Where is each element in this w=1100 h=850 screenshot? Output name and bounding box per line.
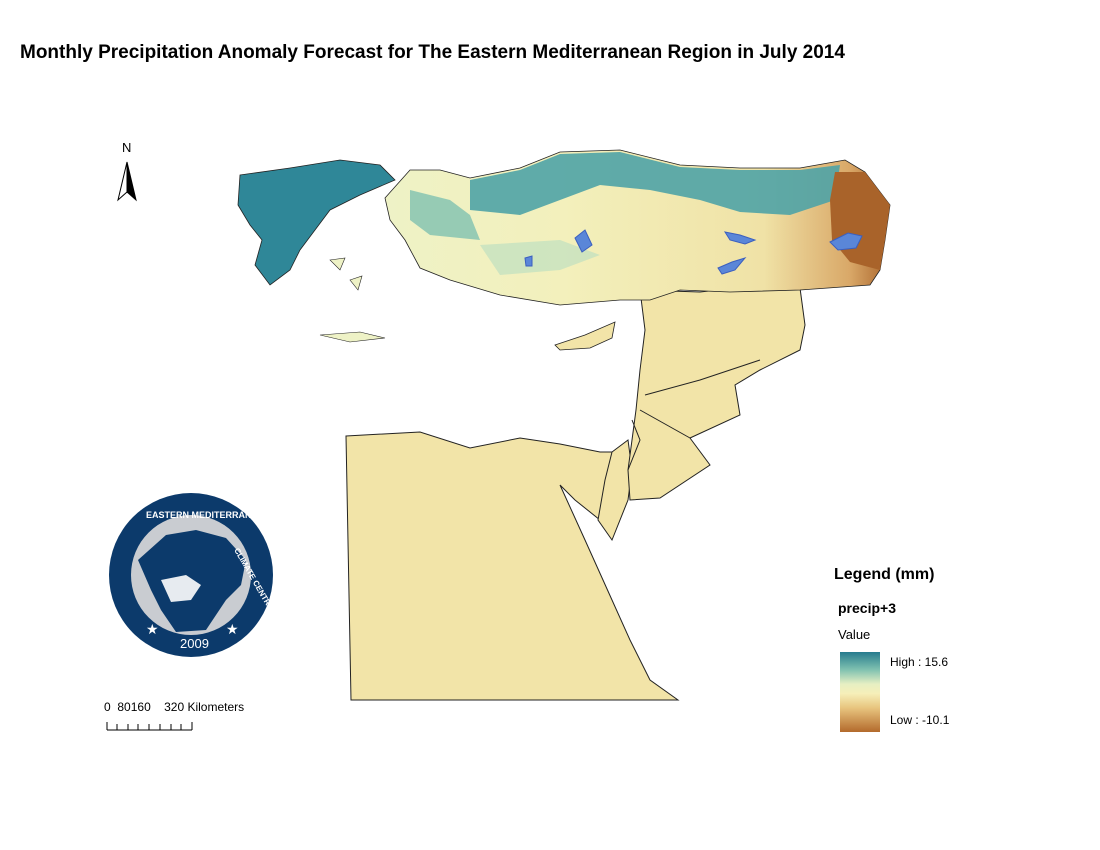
lake-keban	[723, 231, 757, 245]
scale-units: Kilometers	[187, 700, 245, 714]
border-jordan	[639, 409, 691, 439]
border-israel	[627, 419, 641, 471]
star-right-icon: ★	[226, 621, 239, 637]
legend-color-ramp	[840, 652, 880, 732]
north-arrow: N	[112, 140, 146, 204]
legend-high-label: High : 15.6	[890, 655, 949, 669]
north-arrow-icon	[117, 161, 137, 202]
turkey-northwest-wet	[410, 190, 480, 240]
legend-layer-name: precip+3	[838, 600, 896, 616]
legend: Legend (mm) precip+3 Value High : 15.6 L…	[834, 566, 1034, 736]
scale-tick-0: 0	[104, 700, 111, 714]
scale-bar-graphic	[106, 722, 193, 731]
legend-title: Legend (mm)	[834, 566, 935, 583]
legend-field-name: Value	[838, 627, 871, 642]
star-left-icon: ★	[146, 621, 159, 637]
lake-van	[829, 232, 863, 251]
logo-top-text: EASTERN MEDITERRANEAN	[146, 510, 271, 520]
lake-tuz	[574, 229, 593, 253]
lake-beysehir	[524, 255, 533, 267]
scale-tick-80: 80	[117, 700, 131, 714]
turkey-central-wet	[480, 240, 600, 275]
emcc-logo: 2009 ★ ★ EASTERN MEDITERRANEAN CLIMATE C…	[106, 490, 276, 660]
scale-tick-160: 160	[130, 700, 151, 714]
turkey-north-coast	[470, 152, 840, 215]
legend-low-label: Low : -10.1	[890, 713, 950, 727]
greece-region	[237, 159, 396, 286]
sinai-region	[597, 439, 633, 542]
north-letter: N	[122, 140, 132, 155]
border-syria-jordan	[644, 359, 761, 396]
logo-emblem: 2009 ★ ★ EASTERN MEDITERRANEAN CLIMATE C…	[109, 493, 275, 657]
logo-year: 2009	[180, 636, 209, 651]
lake-ataturk	[717, 257, 747, 275]
scale-labels: 0 80160 320 Kilometers	[104, 700, 244, 714]
scale-tick-320: 320	[164, 700, 185, 714]
greece-islands	[319, 257, 386, 343]
egypt-region	[345, 431, 680, 701]
scale-bar: 0 80160 320 Kilometers	[104, 700, 304, 740]
cyprus-region	[554, 321, 616, 351]
map-title: Monthly Precipitation Anomaly Forecast f…	[20, 42, 845, 63]
